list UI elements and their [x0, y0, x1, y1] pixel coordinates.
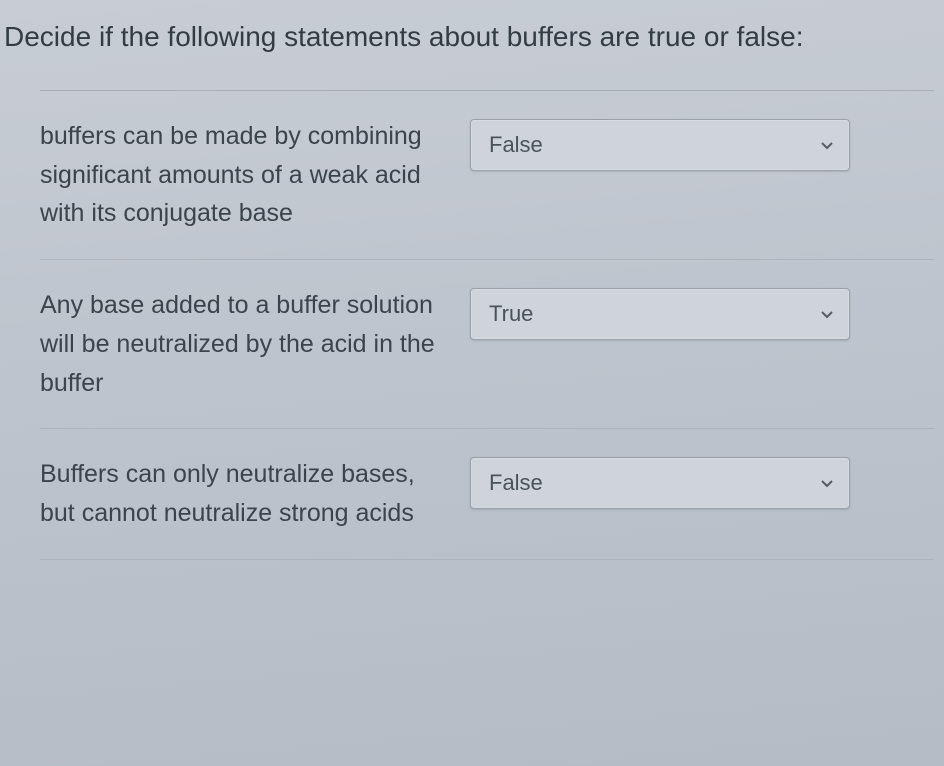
question-row: Any base added to a buffer solution will… [40, 260, 934, 429]
answer-select[interactable]: False [470, 119, 850, 171]
answer-cell: False [470, 455, 934, 509]
chevron-down-icon [819, 306, 835, 322]
question-rows: buffers can be made by combining signifi… [0, 91, 944, 560]
select-value: False [489, 132, 543, 158]
chevron-down-icon [819, 137, 835, 153]
quiz-screen: Decide if the following statements about… [0, 0, 944, 766]
select-value: False [489, 470, 543, 496]
question-row: buffers can be made by combining signifi… [40, 91, 934, 260]
question-row: Buffers can only neutralize bases, but c… [40, 429, 934, 560]
answer-select[interactable]: True [470, 288, 850, 340]
prompt-area: Decide if the following statements about… [0, 0, 944, 90]
answer-select[interactable]: False [470, 457, 850, 509]
answer-cell: True [470, 286, 934, 340]
statement-text: Any base added to a buffer solution will… [40, 286, 470, 402]
question-prompt: Decide if the following statements about… [4, 18, 934, 56]
statement-text: buffers can be made by combining signifi… [40, 117, 470, 233]
select-value: True [489, 301, 533, 327]
chevron-down-icon [819, 475, 835, 491]
statement-text: Buffers can only neutralize bases, but c… [40, 455, 470, 533]
answer-cell: False [470, 117, 934, 171]
